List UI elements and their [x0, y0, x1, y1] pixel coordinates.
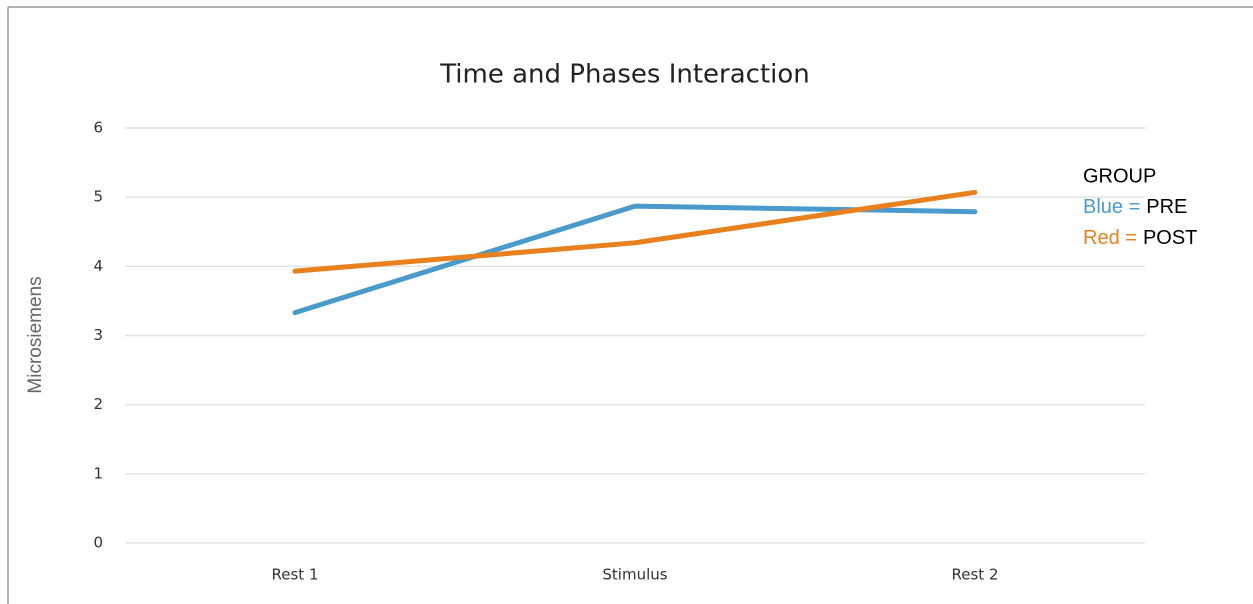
y-tick-label: 0 [93, 534, 103, 552]
x-tick-label: Rest 2 [952, 566, 999, 584]
legend-entry: Blue = PRE [1083, 196, 1187, 218]
legend-name: PRE [1146, 196, 1187, 218]
line-series [292, 189, 978, 274]
y-tick-label: 3 [93, 326, 103, 344]
legend-entry: Red = POST [1083, 227, 1197, 249]
legend-title: GROUP [1083, 165, 1156, 187]
y-axis-label: Microsiemens [25, 276, 46, 393]
x-tick-label: Stimulus [602, 566, 667, 584]
legend-color-label: Red = [1083, 227, 1137, 249]
x-tick-label: Rest 1 [272, 566, 319, 584]
line-series [292, 203, 978, 316]
legend-name: POST [1143, 227, 1197, 249]
y-tick-label: 1 [93, 464, 103, 482]
legend-color-label: Blue = [1083, 196, 1140, 218]
y-tick-label: 4 [93, 257, 103, 275]
y-tick-label: 6 [93, 119, 103, 137]
y-tick-label: 2 [93, 395, 103, 413]
y-tick-label: 5 [93, 188, 103, 206]
chart-title: Time and Phases Interaction [439, 60, 810, 90]
